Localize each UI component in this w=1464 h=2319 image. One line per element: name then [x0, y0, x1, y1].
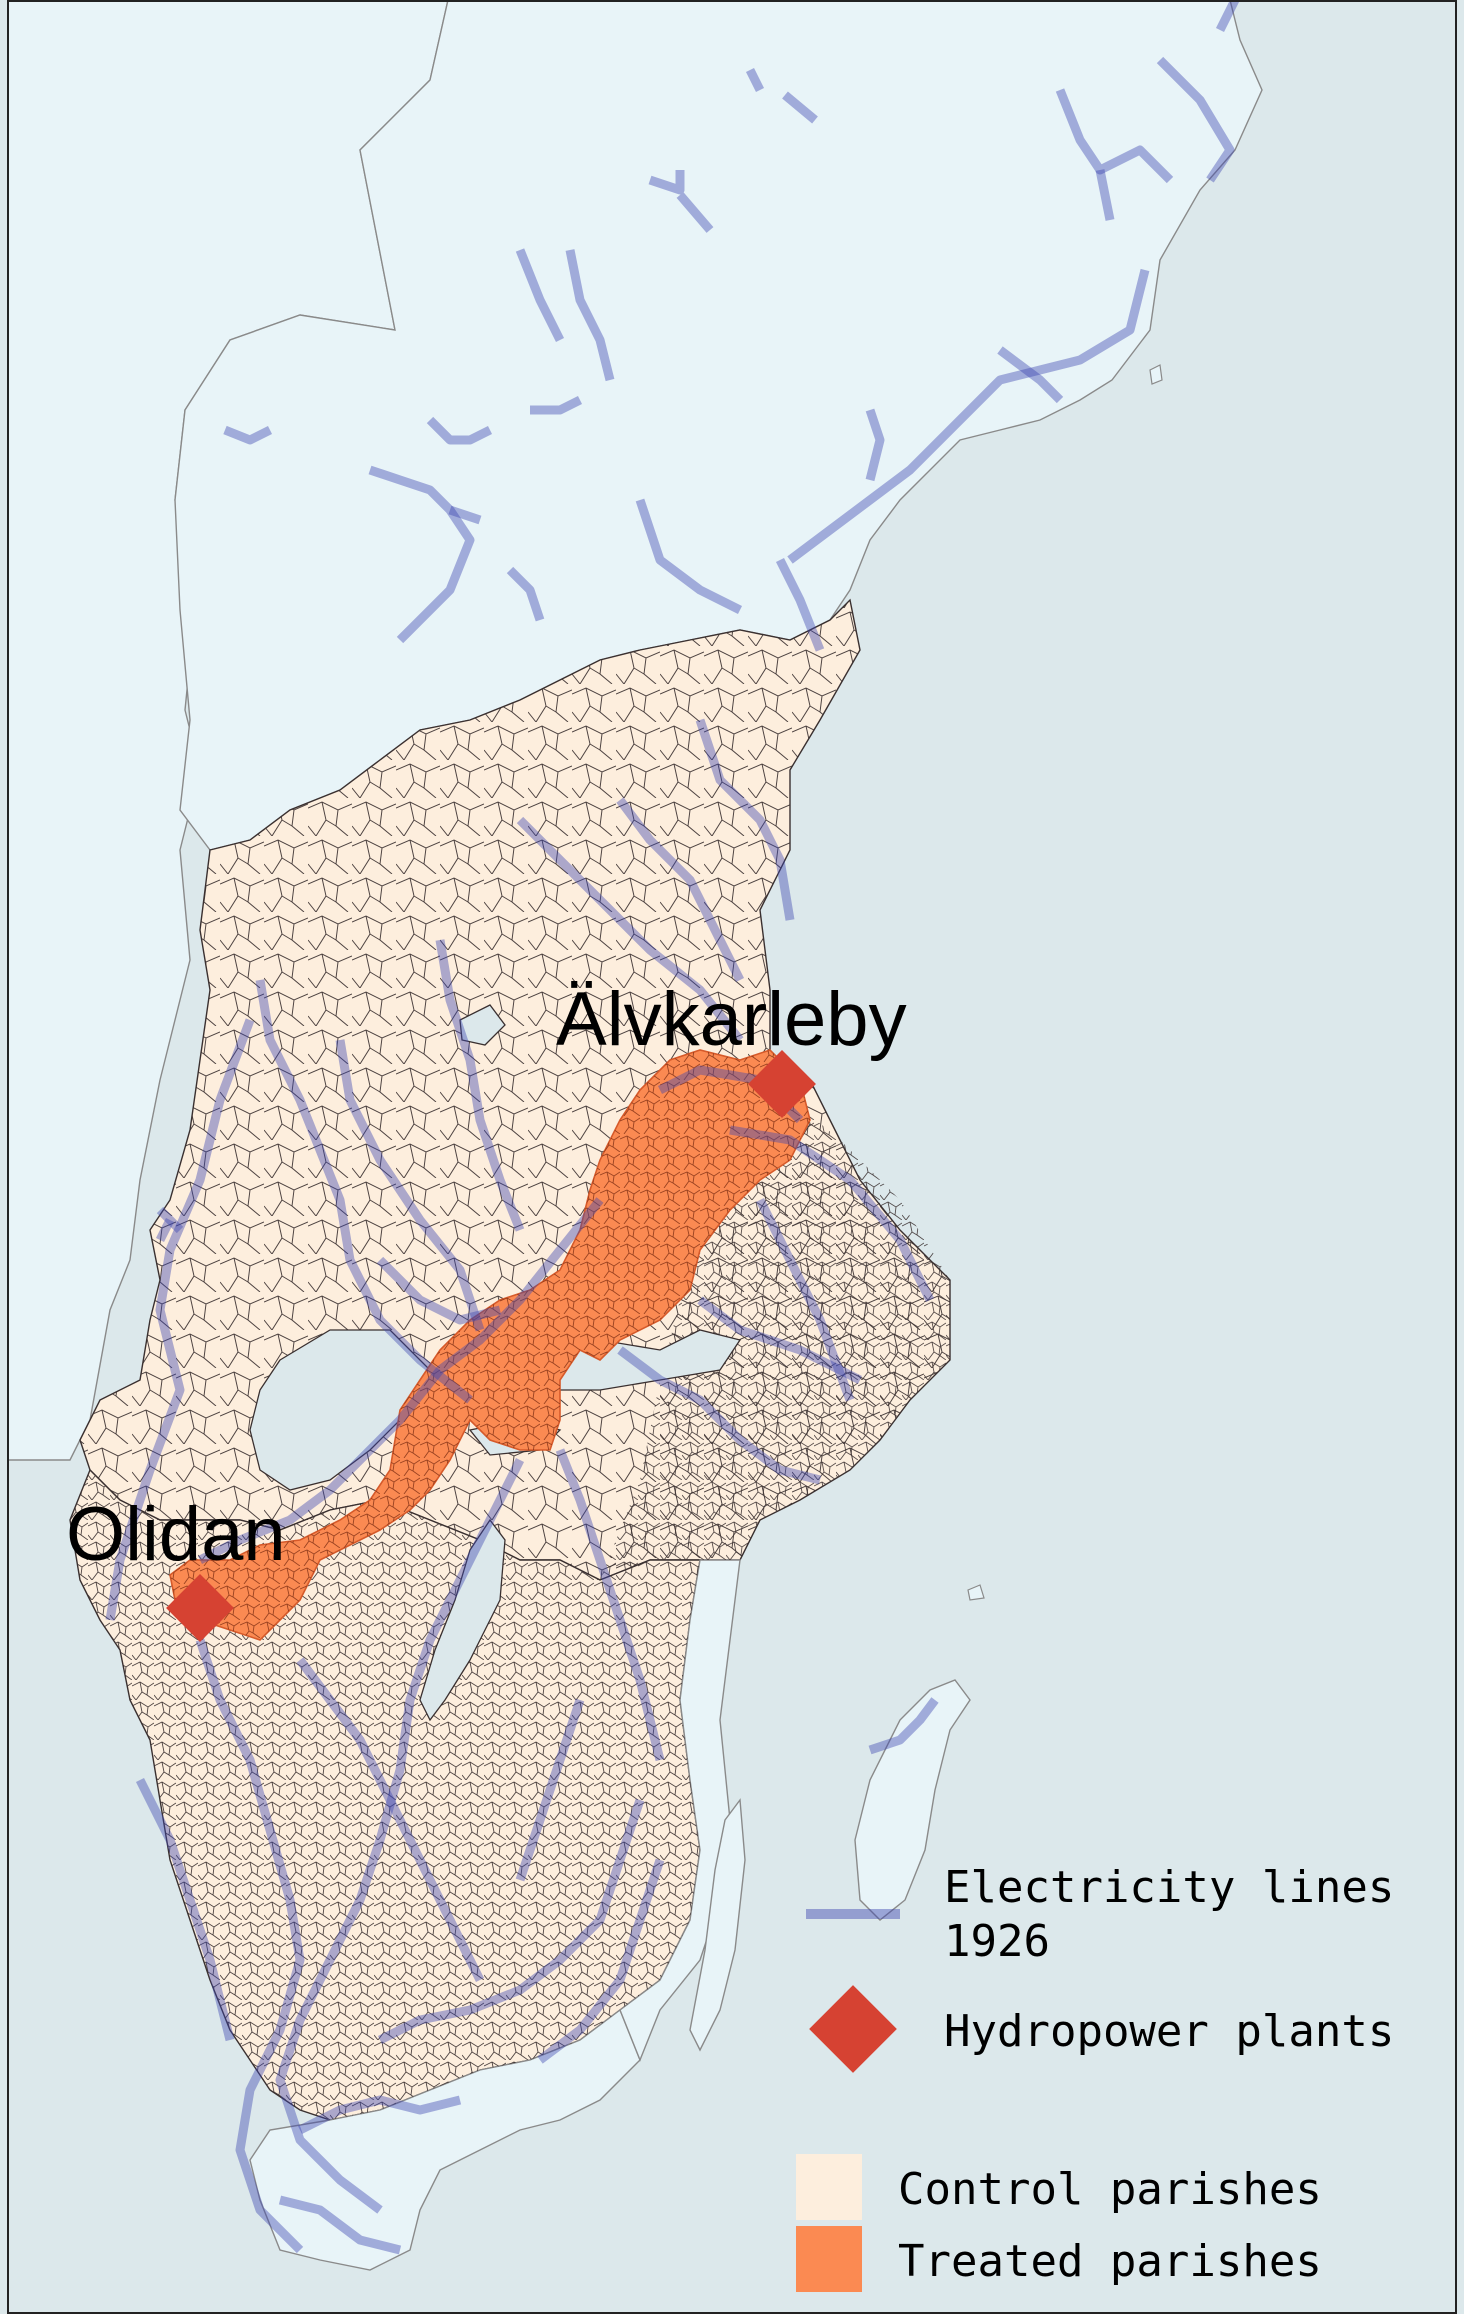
electricity-line — [506, 566, 545, 622]
parish-grid-east — [600, 1090, 950, 1580]
legend-electricity-label-2: 1926 — [944, 1916, 1050, 1967]
electricity-line — [156, 1206, 184, 1234]
electricity-line — [155, 1217, 175, 1243]
electricity-line — [775, 557, 825, 652]
electricity-lines — [105, 0, 1240, 2255]
electricity-line — [435, 939, 525, 1232]
electricity-line — [565, 249, 615, 382]
electricity-line — [616, 797, 745, 983]
legend-control-swatch — [796, 2154, 862, 2220]
electricity-line — [530, 395, 583, 415]
electricity-line — [787, 268, 1150, 564]
electricity-line — [275, 1457, 525, 2214]
lake-vattern — [419, 1518, 506, 1722]
electricity-line — [865, 408, 885, 482]
electricity-line — [377, 1798, 645, 2045]
electricity-line — [755, 1197, 855, 1402]
electricity-line — [297, 2095, 462, 2135]
electricity-line — [1215, 0, 1240, 33]
electricity-line — [368, 465, 475, 644]
electricity-line — [426, 416, 493, 445]
label-alvkarleby: Älvkarleby — [556, 977, 907, 1062]
electricity-line — [515, 1698, 585, 1882]
electricity-line — [695, 718, 795, 921]
electricity-line — [515, 248, 565, 343]
oland-island — [689, 1798, 746, 2052]
electricity-line — [105, 1018, 255, 1621]
electricity-line — [1156, 56, 1235, 183]
gotland-island — [854, 1679, 971, 1921]
lake-siljan — [459, 1004, 506, 1046]
electricity-line — [278, 2195, 402, 2255]
legend-treated-label: Treated parishes — [898, 2236, 1322, 2287]
electricity-line — [697, 1296, 863, 1385]
electricity-line — [635, 498, 743, 615]
electricity-line — [448, 505, 482, 525]
treated-parish-grid — [170, 1050, 810, 1640]
electricity-line — [745, 67, 765, 93]
map-frame — [7, 0, 1457, 2314]
electricity-line — [617, 1346, 822, 1485]
electricity-line — [223, 425, 273, 445]
legend: Electricity lines 1926 Hydropower plants… — [796, 1862, 1394, 2292]
small-island — [1149, 364, 1163, 385]
electricity-line — [376, 1256, 502, 1325]
electricity-line — [335, 1039, 485, 1332]
electricity-line — [782, 91, 818, 124]
electricity-line — [516, 816, 744, 1043]
parish-grid-south — [70, 1470, 700, 2120]
electricity-line — [648, 170, 714, 233]
electricity-line — [537, 1858, 665, 2064]
electricity-line — [197, 1197, 604, 1565]
legend-control-label: Control parishes — [898, 2164, 1322, 2215]
lake-vanern — [249, 1329, 431, 1491]
electricity-line — [255, 979, 473, 1404]
small-island — [967, 1584, 985, 1601]
electricity-line — [1095, 169, 1115, 221]
legend-treated-swatch — [796, 2226, 862, 2292]
hydropower-plant-alvkarleby — [748, 1050, 816, 1118]
legend-electricity-label-1: Electricity lines — [944, 1862, 1394, 1913]
electricity-line — [997, 346, 1064, 404]
electricity-line — [868, 1697, 939, 1755]
label-olidan: Olidan — [66, 1492, 286, 1577]
electricity-line — [555, 1448, 665, 1762]
legend-hydropower-label: Hydropower plants — [944, 2006, 1394, 2057]
electricity-line — [195, 1638, 305, 2254]
electricity-line — [296, 1657, 485, 1983]
electricity-line — [135, 1777, 235, 2042]
electricity-line — [1055, 88, 1174, 184]
electricity-line — [729, 1125, 935, 1303]
